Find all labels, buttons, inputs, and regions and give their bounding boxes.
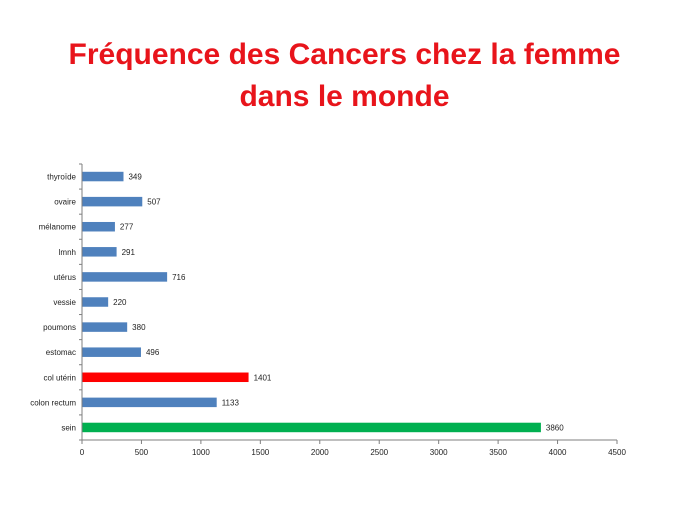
x-tick-label-9: 4500 [608,448,626,457]
value-label-3: 291 [122,248,136,257]
x-tick-label-0: 0 [80,448,85,457]
x-tick-label-8: 4000 [549,448,567,457]
value-label-7: 496 [146,348,160,357]
value-label-6: 380 [132,323,146,332]
value-label-0: 349 [128,173,142,182]
category-label-1: ovaire [54,198,76,207]
bar-5 [82,297,109,307]
x-tick-label-3: 1500 [251,448,269,457]
bar-10 [82,422,541,433]
bars-layer [82,171,541,433]
value-label-2: 277 [120,223,134,232]
slide-title: Fréquence des Cancers chez la femme dans… [0,34,689,118]
category-label-2: mélanome [39,223,77,232]
bar-9 [82,397,217,408]
bar-4 [82,272,168,282]
axis-layer: 0 500 1000 1500 2000 2500 3000 3500 4000 4500 [79,163,626,457]
labels-layer: thyroïde 349 ovaire 507 mélanome 277 lmnh 291 ut… [30,173,564,433]
bar-8 [82,372,249,383]
category-label-7: estomac [46,348,76,357]
x-tick-label-4: 2000 [311,448,329,457]
category-label-9: colon rectum [30,398,76,407]
value-label-5: 220 [113,298,127,307]
category-label-8: col utérin [44,373,76,382]
category-label-10: sein [61,423,76,432]
x-tick-label-2: 1000 [192,448,210,457]
title-line-2: dans le monde [239,80,450,113]
bar-3 [82,247,117,257]
value-label-1: 507 [147,198,161,207]
value-label-9: 1133 [222,398,240,407]
value-label-8: 1401 [254,373,272,382]
value-label-10: 3860 [546,423,564,432]
bar-2 [82,221,115,232]
x-tick-label-7: 3500 [489,448,507,457]
category-label-4: utérus [54,273,76,282]
category-label-5: vessie [53,298,76,307]
bar-7 [82,347,141,357]
bar-1 [82,196,143,207]
x-tick-label-5: 2500 [370,448,388,457]
bar-0 [82,171,124,182]
category-label-0: thyroïde [47,173,76,182]
x-tick-label-1: 500 [135,448,149,457]
category-label-3: lmnh [59,248,76,257]
x-tick-label-6: 3000 [430,448,448,457]
value-label-4: 716 [172,273,186,282]
bar-6 [82,322,128,332]
category-label-6: poumons [43,323,76,332]
title-line-1: Fréquence des Cancers chez la femme [68,38,621,71]
